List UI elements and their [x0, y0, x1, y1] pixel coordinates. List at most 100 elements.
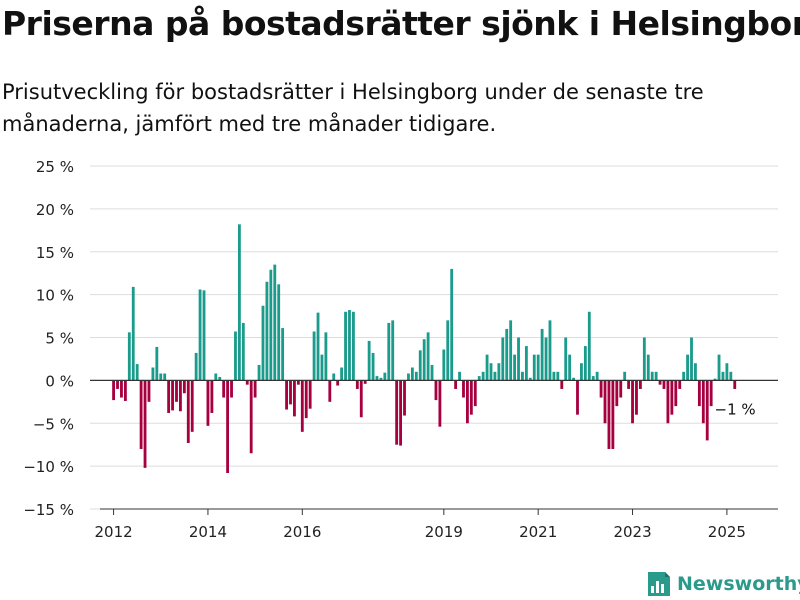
- bar: [351, 311, 355, 381]
- bar: [179, 380, 182, 412]
- bar: [226, 380, 230, 473]
- bar: [430, 364, 434, 381]
- bar: [583, 346, 587, 381]
- bar: [642, 337, 646, 381]
- x-tick-label: 2021: [519, 523, 557, 541]
- bar: [434, 380, 438, 401]
- bar: [654, 371, 658, 381]
- bar: [580, 363, 583, 381]
- bar: [234, 331, 237, 381]
- bar: [222, 380, 226, 398]
- bar: [410, 367, 414, 381]
- bar: [293, 380, 296, 417]
- bar: [202, 290, 206, 381]
- bar: [206, 380, 210, 426]
- bar: [407, 373, 410, 381]
- bar: [175, 380, 178, 402]
- bar: [120, 380, 123, 398]
- bar: [328, 380, 332, 402]
- bar: [249, 380, 253, 454]
- bar: [218, 376, 222, 381]
- bar: [477, 376, 481, 381]
- bar: [713, 378, 717, 381]
- bar: [210, 380, 214, 413]
- bar: [422, 339, 426, 381]
- bars: [112, 224, 737, 473]
- bar: [631, 380, 634, 424]
- y-tick-label: −10 %: [23, 458, 74, 476]
- bar: [320, 354, 324, 381]
- bar: [261, 305, 265, 381]
- bar: [682, 371, 686, 381]
- bar: [548, 320, 552, 381]
- bar: [572, 377, 575, 381]
- bar: [662, 380, 666, 389]
- bar: [359, 380, 363, 418]
- bar: [391, 320, 395, 381]
- bar: [442, 349, 446, 381]
- bar: [489, 363, 493, 381]
- x-tick-label: 2023: [613, 523, 651, 541]
- bar: [528, 377, 532, 381]
- bar: [729, 371, 733, 381]
- bar: [163, 373, 167, 381]
- bar: [426, 332, 430, 381]
- x-tick-label: 2014: [189, 523, 227, 541]
- bar: [599, 380, 603, 398]
- bar: [481, 371, 485, 381]
- bar: [143, 380, 147, 468]
- bar: [403, 380, 406, 416]
- bar: [139, 380, 143, 449]
- bar: [521, 371, 524, 381]
- bar: [245, 380, 249, 385]
- y-tick-label: 0 %: [45, 372, 74, 390]
- y-tick-label: 25 %: [36, 158, 74, 176]
- brand-name: Newsworthy: [677, 573, 800, 595]
- bar: [564, 337, 568, 381]
- bar: [690, 337, 693, 381]
- bar: [458, 371, 461, 381]
- bar: [725, 363, 729, 381]
- bar: [438, 380, 442, 427]
- gridlines: [90, 165, 778, 510]
- bar: [517, 337, 520, 381]
- bar: [694, 363, 697, 381]
- bar: [607, 380, 611, 449]
- bar: [466, 380, 469, 424]
- bar: [674, 380, 678, 407]
- bar: [709, 380, 713, 407]
- y-tick-label: −15 %: [23, 501, 74, 519]
- chart-title: Priserna på bostadsrätter sjönk i Helsin…: [2, 4, 800, 43]
- bar: [190, 380, 194, 432]
- bar: [635, 380, 638, 415]
- bar: [383, 372, 387, 381]
- y-tick-label: 10 %: [36, 287, 74, 305]
- bar: [296, 380, 300, 385]
- y-tick-label: 15 %: [36, 244, 74, 262]
- bar: [670, 380, 674, 415]
- bar: [273, 264, 277, 381]
- bar: [524, 346, 528, 381]
- bar: [591, 376, 595, 381]
- bar: [367, 340, 371, 381]
- bar: [619, 380, 623, 398]
- bar: [155, 346, 159, 381]
- y-tick-label: −5 %: [33, 415, 74, 433]
- bar: [387, 322, 391, 381]
- bar: [127, 332, 131, 381]
- bar: [493, 371, 497, 381]
- bar: [316, 312, 320, 381]
- bar: [450, 268, 454, 381]
- bar: [230, 380, 233, 398]
- bar: [348, 310, 351, 381]
- bar: [544, 337, 548, 381]
- x-axis: 2012 2014 2016 2019 2021 2023 2025: [94, 508, 778, 541]
- bar: [241, 322, 245, 381]
- bar: [135, 364, 139, 381]
- bar: [686, 354, 689, 381]
- bar: [379, 377, 383, 381]
- bar: [237, 224, 241, 381]
- bar: [308, 380, 312, 409]
- bar: [473, 380, 477, 407]
- bar: [131, 286, 135, 381]
